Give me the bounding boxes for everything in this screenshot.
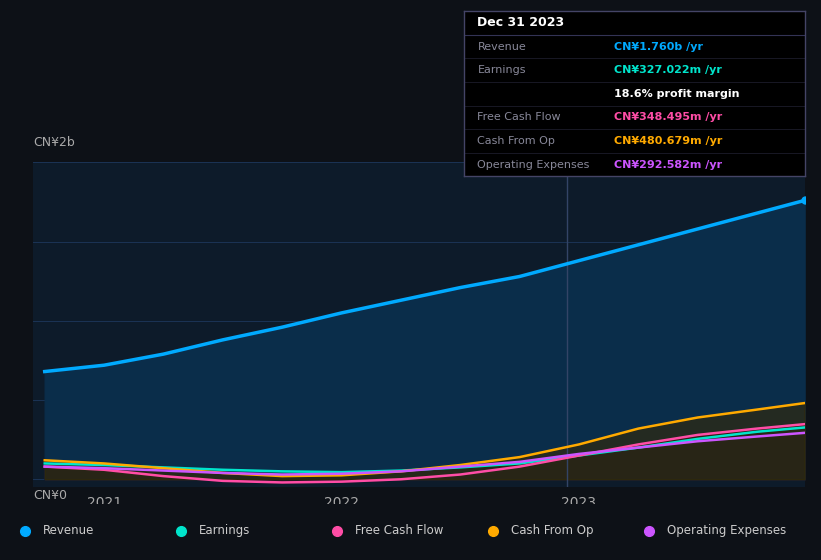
Text: Earnings: Earnings	[478, 65, 526, 75]
Text: CN¥292.582m /yr: CN¥292.582m /yr	[614, 160, 722, 170]
Text: CN¥1.760b /yr: CN¥1.760b /yr	[614, 41, 703, 52]
Text: Cash From Op: Cash From Op	[478, 136, 555, 146]
Text: Dec 31 2023: Dec 31 2023	[478, 16, 565, 30]
Text: Revenue: Revenue	[478, 41, 526, 52]
Text: Revenue: Revenue	[43, 524, 94, 538]
Text: Operating Expenses: Operating Expenses	[667, 524, 786, 538]
Text: CN¥348.495m /yr: CN¥348.495m /yr	[614, 113, 722, 123]
Text: Free Cash Flow: Free Cash Flow	[478, 113, 561, 123]
Text: CN¥0: CN¥0	[33, 489, 67, 502]
Text: Free Cash Flow: Free Cash Flow	[355, 524, 443, 538]
Text: CN¥480.679m /yr: CN¥480.679m /yr	[614, 136, 722, 146]
Text: Cash From Op: Cash From Op	[511, 524, 593, 538]
Text: 18.6% profit margin: 18.6% profit margin	[614, 89, 739, 99]
Text: CN¥327.022m /yr: CN¥327.022m /yr	[614, 65, 722, 75]
Text: Operating Expenses: Operating Expenses	[478, 160, 589, 170]
Text: Earnings: Earnings	[199, 524, 250, 538]
Text: CN¥2b: CN¥2b	[33, 137, 75, 150]
